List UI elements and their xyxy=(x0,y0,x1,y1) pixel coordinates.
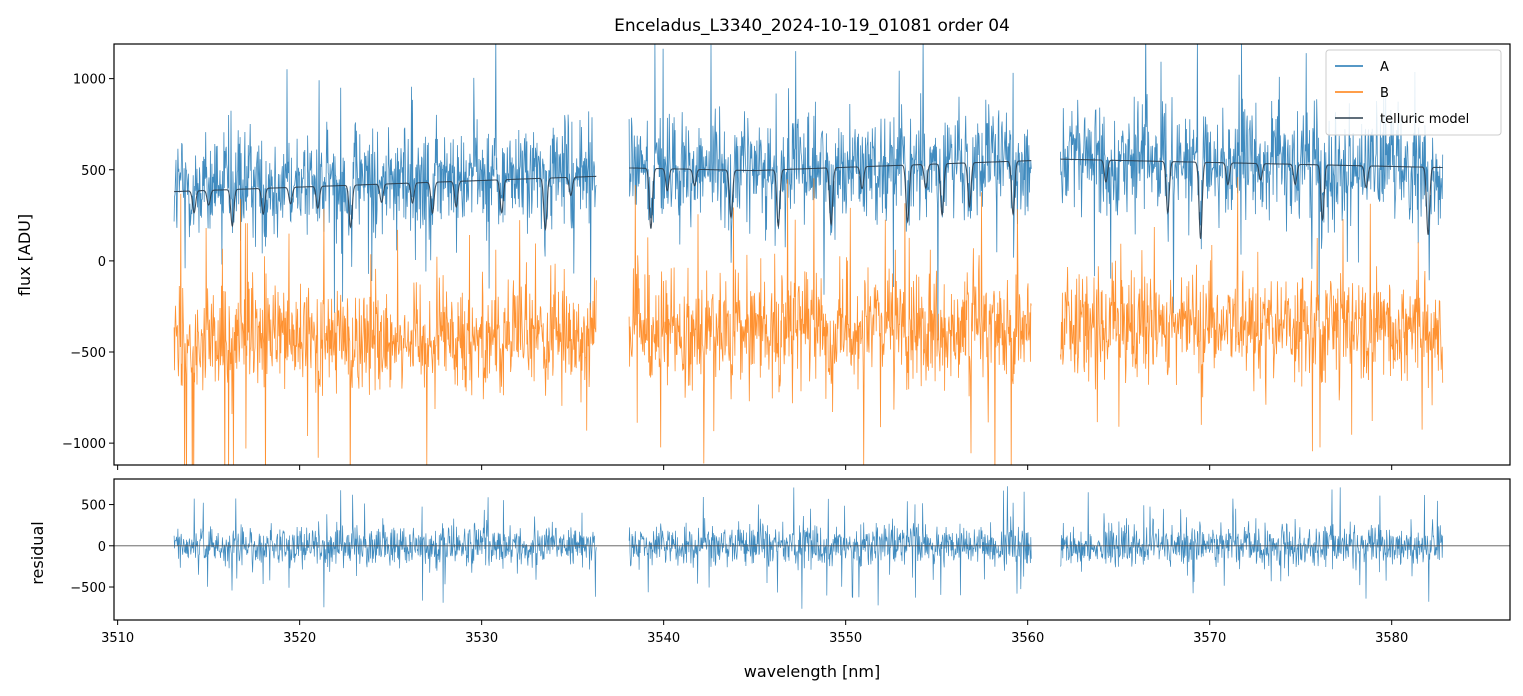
bottom-x-tick-label: 3550 xyxy=(829,631,862,646)
series-a-line xyxy=(1060,44,1444,327)
top-plot-area xyxy=(173,44,1444,465)
top-y-tick-label: 500 xyxy=(81,164,106,179)
telluric-model-line xyxy=(174,175,597,232)
top-panel: −1000 −500 0 500 1000 flux [ADU] A B telluri… xyxy=(15,43,1511,470)
chart-title: Enceladus_L3340_2024-10-19_01081 order 0… xyxy=(614,16,1010,36)
top-y-tick-label: −1000 xyxy=(62,437,106,452)
bottom-axes-frame xyxy=(113,478,1511,621)
series-b-line xyxy=(628,178,1032,465)
bottom-panel: −500 0 500 3510 3520 3530 3540 3550 3560 3570 358… xyxy=(28,478,1511,681)
bottom-x-tick-label: 3560 xyxy=(1011,631,1044,646)
top-y-tick-label: 0 xyxy=(98,255,106,270)
series-b-line xyxy=(1060,177,1444,452)
top-y-axis-label: flux [ADU] xyxy=(15,214,34,296)
series-a-line xyxy=(173,44,597,313)
x-axis-label: wavelength [nm] xyxy=(744,662,881,681)
legend-box xyxy=(1325,49,1502,136)
bottom-y-tick-label: 0 xyxy=(98,540,106,555)
top-y-tick-label: −500 xyxy=(70,346,106,361)
top-y-axis: −1000 −500 0 500 1000 xyxy=(62,73,114,452)
bottom-x-tick-label: 3520 xyxy=(283,631,316,646)
telluric-model-line xyxy=(1060,158,1443,239)
bottom-y-tick-label: 500 xyxy=(81,499,106,514)
bottom-x-tick-label: 3570 xyxy=(1193,631,1226,646)
bottom-y-axis-label: residual xyxy=(28,521,47,584)
legend: A B telluric model xyxy=(1325,49,1502,136)
legend-label-telluric: telluric model xyxy=(1380,112,1469,127)
legend-label-b: B xyxy=(1380,86,1389,101)
bottom-x-tick-label: 3580 xyxy=(1375,631,1408,646)
bottom-x-tick-label: 3510 xyxy=(101,631,134,646)
bottom-y-axis: −500 0 500 xyxy=(70,499,114,596)
top-y-tick-label: 1000 xyxy=(73,73,106,88)
bottom-x-tick-label: 3540 xyxy=(647,631,680,646)
bottom-x-axis: 3510 3520 3530 3540 3550 3560 3570 3580 xyxy=(101,620,1408,646)
bottom-x-tick-label: 3530 xyxy=(465,631,498,646)
residual-line xyxy=(1060,487,1444,602)
series-a-line xyxy=(628,44,1032,341)
telluric-model-line xyxy=(629,160,1032,229)
top-axes-frame xyxy=(113,43,1511,466)
legend-label-a: A xyxy=(1380,60,1389,75)
residual-line xyxy=(173,490,597,608)
bottom-y-tick-label: −500 xyxy=(70,581,106,596)
series-b-line xyxy=(173,193,597,465)
top-x-axis-ticks xyxy=(117,465,1393,470)
residual-plot-area xyxy=(114,486,1510,609)
